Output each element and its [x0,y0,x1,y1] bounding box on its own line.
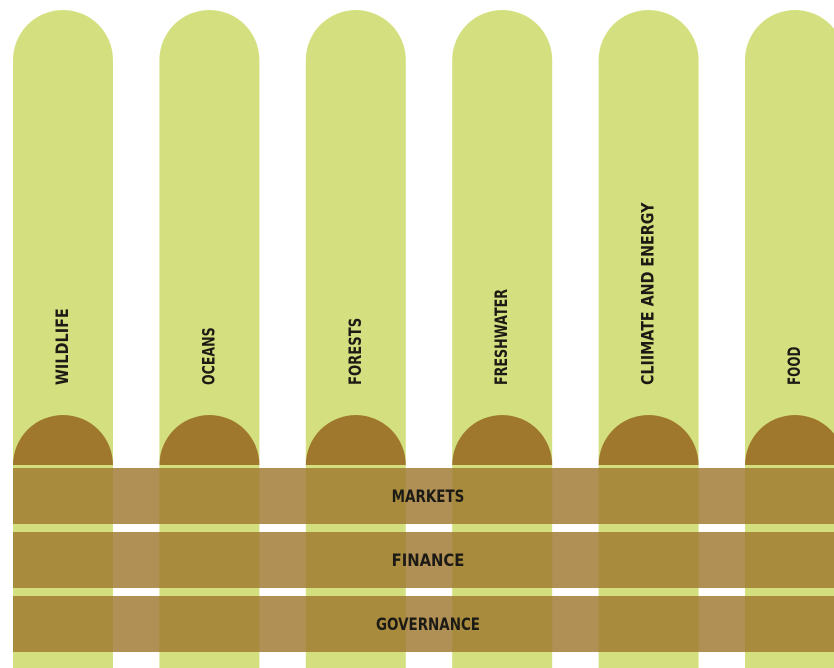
foundation-band [13,468,834,524]
foundation-label: GOVERNANCE [376,615,480,635]
pillar-base-cap [452,415,553,465]
pillar-base-cap [745,415,834,465]
pillar-base-cap [159,415,260,465]
foundation-band [13,532,834,588]
foundation-band [13,596,834,652]
pillar-label: FORESTS [346,318,366,385]
foundation-label: FINANCE [392,551,465,571]
pillar-label: WILDLIFE [53,308,73,385]
pillar-base-cap [305,415,406,465]
pillar-base-cap [598,415,699,465]
pillar-label: OCEANS [199,327,219,385]
pillar-label: FOOD [785,347,805,385]
pillar-label: FRESHWATER [492,289,512,385]
pillar-label: CLIIMATE AND ENERGY [639,202,659,385]
foundation-label: MARKETS [392,487,465,507]
pillar-base-cap [13,415,113,465]
